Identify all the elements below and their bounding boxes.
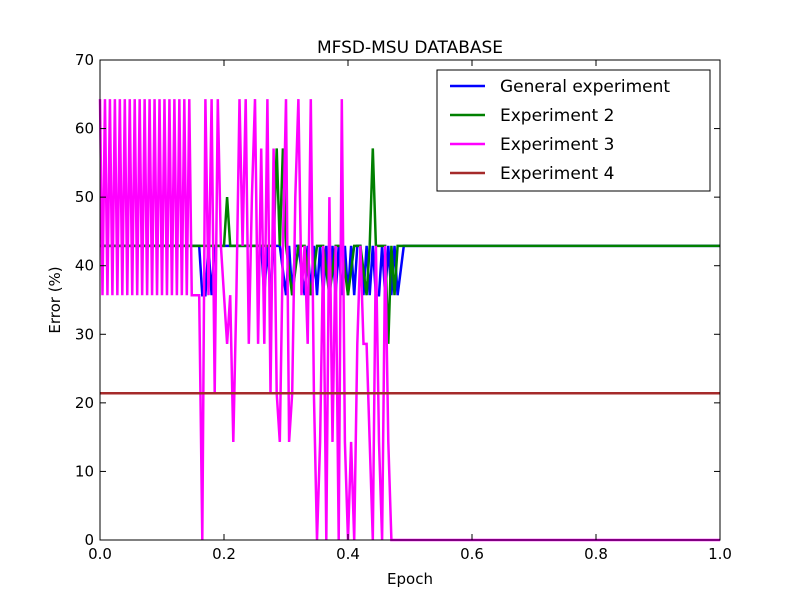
series-layer (98, 99, 720, 542)
legend: General experiment Experiment 2 Experiment… (436, 69, 711, 192)
legend-label-2: Experiment 2 (500, 106, 614, 126)
y-tick-label: 20 (75, 394, 94, 412)
y-tick-label: 40 (75, 257, 94, 275)
y-tick-label: 50 (75, 188, 94, 206)
chart-title: MFSD-MSU DATABASE (317, 38, 503, 58)
plot-frame (99, 59, 721, 541)
x-tick-label: 0.4 (336, 545, 360, 563)
y-axis-label: Error (%) (46, 266, 64, 333)
y-tick-label: 0 (84, 531, 94, 549)
y-tick-label: 70 (75, 51, 94, 69)
y-tick-label: 60 (75, 120, 94, 138)
legend-box (436, 69, 711, 192)
legend-label-4: Experiment 4 (500, 164, 614, 184)
y-tick-label: 10 (75, 462, 94, 480)
ticks-layer: 0.0 0.2 0.4 0.6 0.8 1.0 0 10 20 30 40 50 60 70 (75, 51, 732, 563)
x-tick-label: 0.6 (460, 545, 484, 563)
series-line-3 (98, 99, 720, 542)
y-tick-label: 30 (75, 325, 94, 343)
x-tick-label: 0.8 (584, 545, 608, 563)
legend-label-1: General experiment (500, 77, 670, 97)
x-tick-label: 0.2 (212, 545, 236, 563)
legend-label-3: Experiment 3 (500, 135, 614, 155)
x-tick-label: 1.0 (708, 545, 732, 563)
x-axis-label: Epoch (387, 570, 433, 588)
x-tick-label: 0.0 (88, 545, 112, 563)
